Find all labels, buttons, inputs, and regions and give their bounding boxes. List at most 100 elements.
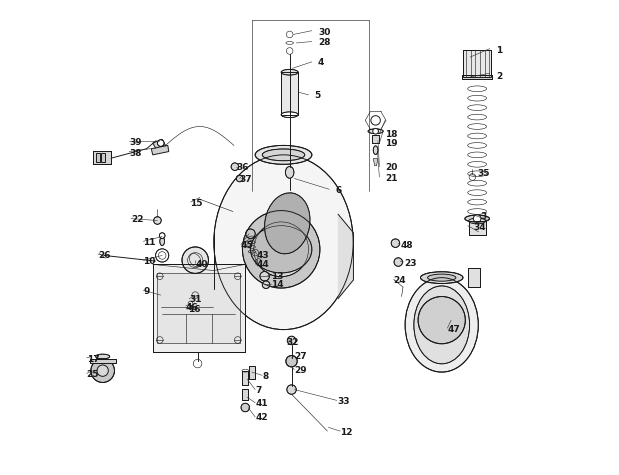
Text: 10: 10 xyxy=(143,256,155,266)
Bar xyxy=(90,359,116,362)
Text: 47: 47 xyxy=(448,325,460,334)
Bar xyxy=(249,366,255,379)
Text: 44: 44 xyxy=(257,260,269,269)
Circle shape xyxy=(159,233,165,238)
Text: 31: 31 xyxy=(189,295,202,304)
Text: 3: 3 xyxy=(480,212,487,221)
Ellipse shape xyxy=(469,218,486,224)
Bar xyxy=(281,72,298,115)
Circle shape xyxy=(91,359,115,382)
Circle shape xyxy=(287,336,296,345)
Circle shape xyxy=(287,385,297,394)
Circle shape xyxy=(236,175,243,182)
Circle shape xyxy=(394,258,402,266)
Circle shape xyxy=(260,272,269,281)
Text: 23: 23 xyxy=(404,259,417,268)
Bar xyxy=(372,134,379,143)
Bar xyxy=(281,72,298,115)
Bar xyxy=(243,389,248,400)
Circle shape xyxy=(474,215,481,222)
Text: 30: 30 xyxy=(318,28,331,37)
Ellipse shape xyxy=(405,278,478,372)
Circle shape xyxy=(241,403,249,412)
Ellipse shape xyxy=(264,193,310,254)
Text: 22: 22 xyxy=(131,215,144,224)
Bar xyxy=(462,75,492,79)
Text: 32: 32 xyxy=(287,338,300,347)
Text: 21: 21 xyxy=(385,174,397,183)
Bar xyxy=(463,49,491,77)
Text: 38: 38 xyxy=(129,149,142,158)
Circle shape xyxy=(254,222,308,277)
Circle shape xyxy=(154,217,161,224)
Text: 33: 33 xyxy=(337,397,349,406)
Circle shape xyxy=(243,210,320,288)
Bar xyxy=(243,370,248,385)
Text: 14: 14 xyxy=(271,280,284,289)
Bar xyxy=(153,265,245,352)
Polygon shape xyxy=(153,139,165,149)
Circle shape xyxy=(286,356,297,367)
Circle shape xyxy=(97,365,108,376)
Ellipse shape xyxy=(428,274,456,281)
Circle shape xyxy=(231,163,239,171)
Text: 35: 35 xyxy=(477,169,490,178)
Text: 24: 24 xyxy=(394,276,406,285)
Bar xyxy=(469,221,486,235)
Circle shape xyxy=(371,116,380,125)
Bar xyxy=(243,389,248,400)
Text: 48: 48 xyxy=(400,241,413,250)
Ellipse shape xyxy=(95,354,110,359)
Bar xyxy=(463,49,491,77)
Text: 19: 19 xyxy=(385,140,397,149)
Text: 46: 46 xyxy=(186,303,199,312)
Text: 27: 27 xyxy=(295,352,307,361)
Text: 37: 37 xyxy=(240,175,252,184)
Ellipse shape xyxy=(420,272,463,284)
Text: 15: 15 xyxy=(191,199,203,208)
Text: 39: 39 xyxy=(129,138,142,147)
Bar xyxy=(372,134,379,143)
Polygon shape xyxy=(373,159,378,166)
Circle shape xyxy=(157,140,164,146)
Text: 5: 5 xyxy=(314,91,321,100)
Text: 20: 20 xyxy=(385,163,397,172)
Text: 40: 40 xyxy=(195,260,208,269)
Circle shape xyxy=(373,128,378,134)
Text: 7: 7 xyxy=(255,387,262,396)
Bar xyxy=(95,153,100,162)
Text: 16: 16 xyxy=(188,305,200,314)
Circle shape xyxy=(155,249,169,262)
Bar xyxy=(468,268,480,287)
Bar xyxy=(462,75,492,79)
Polygon shape xyxy=(338,214,353,299)
Text: 9: 9 xyxy=(143,287,150,296)
Bar xyxy=(249,366,255,379)
Circle shape xyxy=(418,296,465,344)
Ellipse shape xyxy=(255,145,312,164)
Text: 4: 4 xyxy=(318,58,324,67)
Ellipse shape xyxy=(373,146,378,154)
Ellipse shape xyxy=(251,226,312,273)
Circle shape xyxy=(246,229,255,238)
Text: 11: 11 xyxy=(143,238,156,247)
Text: 18: 18 xyxy=(385,130,397,139)
Text: 42: 42 xyxy=(255,413,268,422)
Bar xyxy=(153,265,245,352)
Bar xyxy=(101,153,105,162)
Text: 34: 34 xyxy=(474,223,487,232)
Text: 28: 28 xyxy=(318,38,331,48)
Ellipse shape xyxy=(368,129,383,133)
Ellipse shape xyxy=(465,215,490,222)
Bar xyxy=(93,151,111,164)
Ellipse shape xyxy=(281,69,298,75)
Ellipse shape xyxy=(214,155,353,330)
Polygon shape xyxy=(151,145,169,155)
Text: 1: 1 xyxy=(496,47,502,56)
Circle shape xyxy=(262,281,270,288)
Text: 26: 26 xyxy=(98,251,110,260)
Text: 12: 12 xyxy=(340,428,353,437)
Text: 17: 17 xyxy=(87,355,99,364)
Ellipse shape xyxy=(160,237,165,246)
Polygon shape xyxy=(157,273,240,343)
